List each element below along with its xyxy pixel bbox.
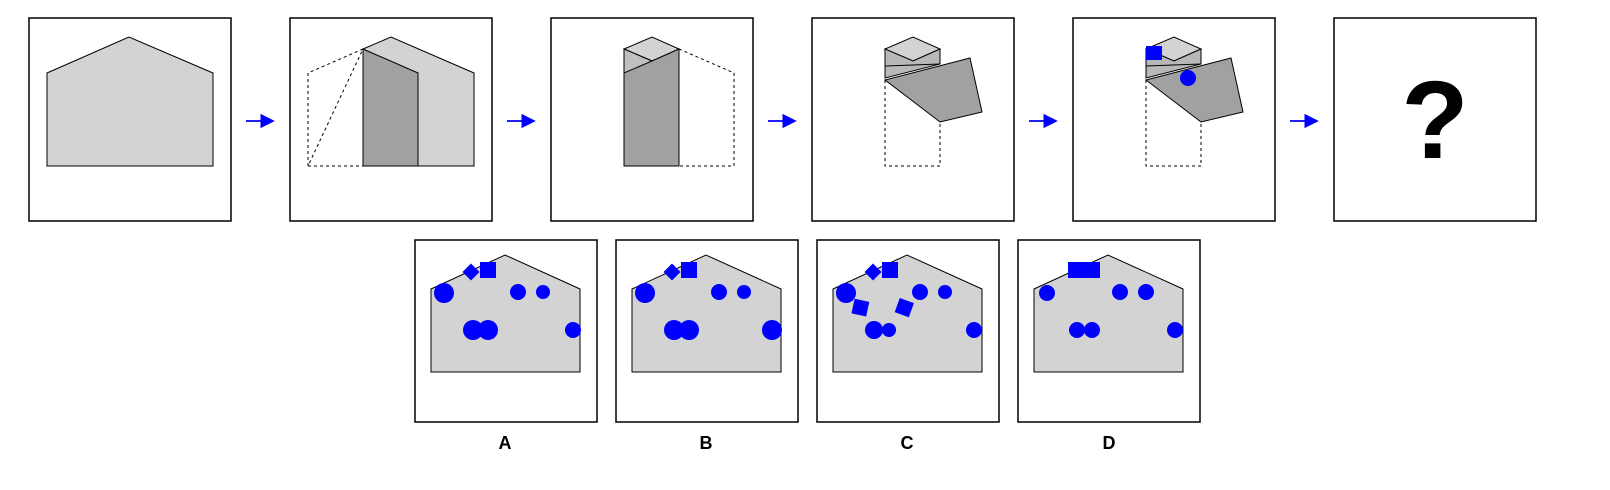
option-c-label: C <box>901 433 914 453</box>
circle-hole-icon <box>536 285 550 299</box>
circle-hole-icon <box>478 320 498 340</box>
fold-outline-dashed <box>1145 80 1202 167</box>
step-1-frame <box>28 17 232 222</box>
circle-hole-icon <box>679 320 699 340</box>
question-mark: ? <box>1401 59 1468 182</box>
square-hole-icon <box>1084 262 1100 278</box>
circle-hole-icon <box>836 283 856 303</box>
fold-outline-dashed <box>884 80 941 167</box>
step-4-frame <box>811 17 1015 222</box>
option-d[interactable] <box>1017 239 1201 423</box>
square-hole-icon <box>480 262 496 278</box>
paper-folded-flap <box>362 48 419 167</box>
square-hole-icon <box>851 298 870 317</box>
option-d-label: D <box>1103 433 1116 453</box>
circle-hole-icon <box>762 320 782 340</box>
paper-sheet <box>46 36 214 167</box>
circle-hole-icon <box>1138 284 1154 300</box>
circle-hole-icon <box>1084 322 1100 338</box>
circle-hole-icon <box>1180 70 1196 86</box>
option-b-label: B <box>700 433 713 453</box>
question-frame: ? <box>1333 17 1537 222</box>
paper-folded-flap <box>883 57 983 123</box>
paper-folded-flap <box>1144 57 1244 123</box>
option-a-label: A <box>499 433 512 453</box>
step-3-frame <box>550 17 754 222</box>
diamond-hole-icon <box>864 263 882 281</box>
diamond-hole-icon <box>663 263 681 281</box>
step-2-frame <box>289 17 493 222</box>
square-hole-icon <box>1068 262 1084 278</box>
circle-hole-icon <box>865 321 883 339</box>
circle-hole-icon <box>711 284 727 300</box>
fold-outline-dashed <box>678 48 735 167</box>
circle-hole-icon <box>737 285 751 299</box>
square-hole-icon <box>1146 46 1162 60</box>
circle-hole-icon <box>912 284 928 300</box>
circle-hole-icon <box>434 283 454 303</box>
circle-hole-icon <box>1167 322 1183 338</box>
fold-outline-dashed <box>307 48 365 167</box>
circle-hole-icon <box>1069 322 1085 338</box>
square-hole-icon <box>894 298 914 318</box>
circle-hole-icon <box>664 320 684 340</box>
circle-hole-icon <box>882 323 896 337</box>
circle-hole-icon <box>510 284 526 300</box>
circle-hole-icon <box>565 322 581 338</box>
circle-hole-icon <box>1112 284 1128 300</box>
circle-hole-icon <box>1039 285 1055 301</box>
square-hole-icon <box>882 262 898 278</box>
option-b[interactable] <box>615 239 799 423</box>
diamond-hole-icon <box>462 263 480 281</box>
circle-hole-icon <box>966 322 982 338</box>
option-c[interactable] <box>816 239 1000 423</box>
square-hole-icon <box>681 262 697 278</box>
option-a[interactable] <box>414 239 598 423</box>
step-5-frame <box>1072 17 1276 222</box>
circle-hole-icon <box>635 283 655 303</box>
circle-hole-icon <box>938 285 952 299</box>
circle-hole-icon <box>463 320 483 340</box>
